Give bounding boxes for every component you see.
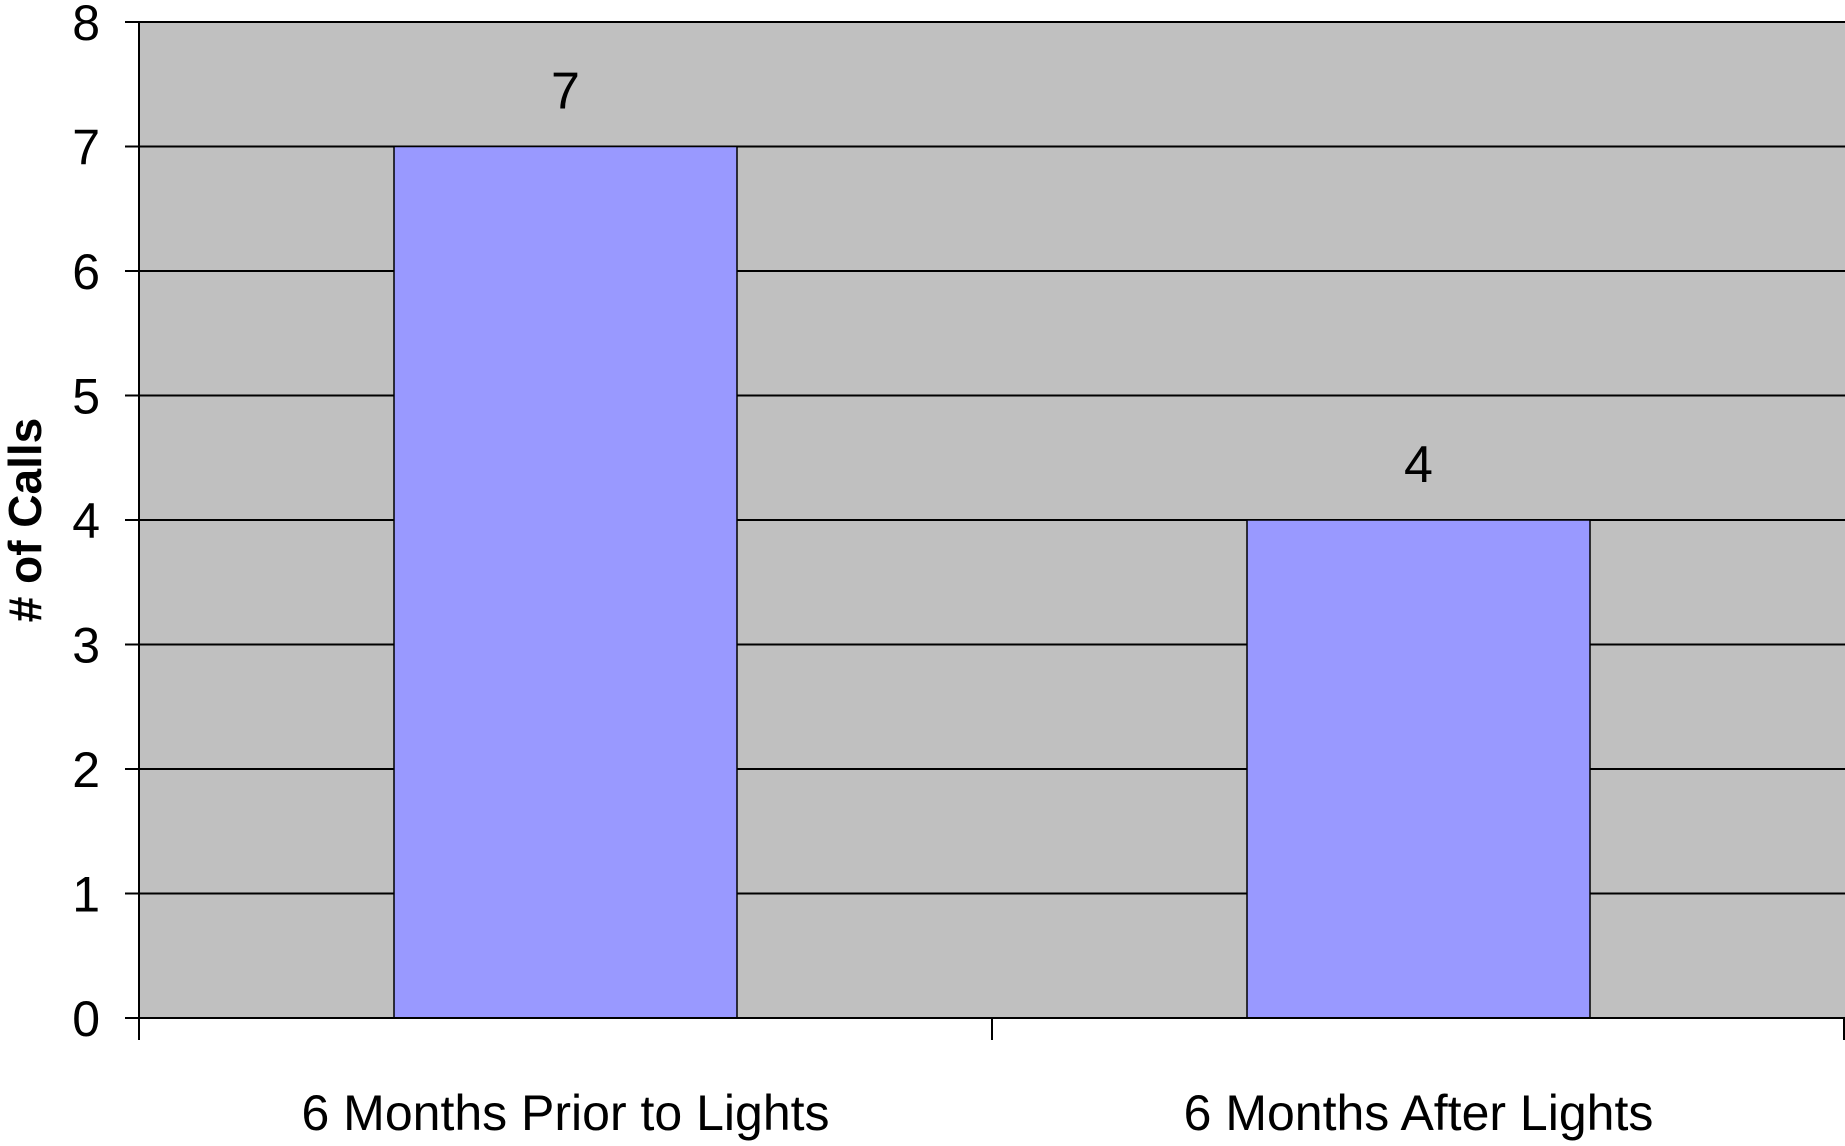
y-tick-label: 3 xyxy=(72,618,100,674)
bar-2 xyxy=(1246,519,1591,1019)
y-tick-label: 0 xyxy=(72,991,100,1047)
y-tick-label: 5 xyxy=(72,369,100,425)
y-tick-label: 8 xyxy=(72,0,100,51)
y-tick-label: 7 xyxy=(72,120,100,176)
y-tick-label: 4 xyxy=(72,493,100,549)
y-tick-label: 1 xyxy=(72,867,100,923)
y-tick-label: 6 xyxy=(72,244,100,300)
axes xyxy=(125,21,1845,1040)
data-label: 4 xyxy=(1404,436,1433,494)
data-label: 7 xyxy=(551,63,580,121)
y-tick-label: 2 xyxy=(72,742,100,798)
x-tick-label: 6 Months Prior to Lights xyxy=(301,1085,829,1141)
x-tick-label: 6 Months After Lights xyxy=(1184,1085,1654,1141)
data-labels: 74 xyxy=(551,63,1433,495)
y-tick-labels: 0 1 2 3 4 5 6 7 8 xyxy=(72,0,100,1047)
bar-1 xyxy=(393,145,738,1019)
bars xyxy=(393,145,1591,1019)
x-tick-labels: 6 Months Prior to Lights 6 Months After L… xyxy=(301,1085,1653,1141)
y-axis-title: # of Calls xyxy=(0,418,51,623)
